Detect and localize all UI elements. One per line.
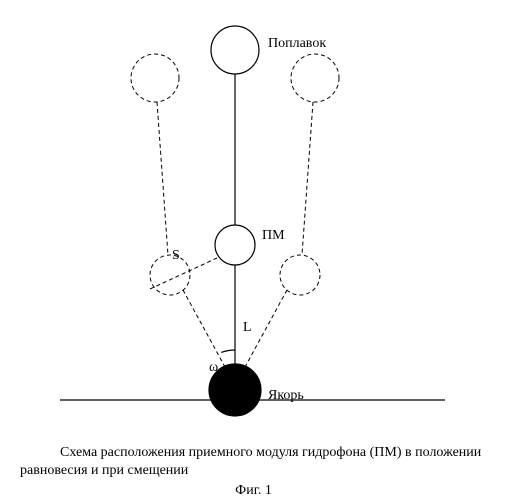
- caption-line-2: равновесия и при смещении: [20, 463, 188, 479]
- label-pm: ПМ: [262, 228, 285, 244]
- caption-line-1: Схема расположения приемного модуля гидр…: [60, 445, 481, 461]
- diagram-canvas: [0, 0, 507, 500]
- label-float: Поплавок: [268, 36, 326, 52]
- figure-label: Фиг. 1: [0, 483, 507, 499]
- label-s: S: [172, 248, 180, 264]
- label-anchor: Якорь: [268, 388, 304, 404]
- label-omega: ω: [209, 360, 218, 376]
- label-l: L: [243, 320, 252, 336]
